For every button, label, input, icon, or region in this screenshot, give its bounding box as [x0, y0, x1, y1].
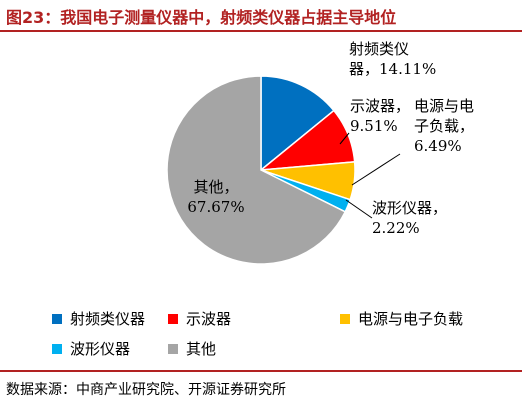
pie-chart: 射频类仪器，14.11% 示波器， 9.51%电源与电子负载， 6.49% 波形仪器， 2… [166, 40, 474, 265]
leader-line-3 [345, 199, 373, 219]
legend-label-3: 波形仪器 [70, 340, 131, 358]
legend-item-1: 示波器 [168, 308, 231, 329]
legend-label-0: 射频类仪器 [70, 310, 146, 328]
legend-label-4: 其他 [186, 340, 217, 358]
legend-swatch-0 [52, 313, 62, 324]
pie-slice-4 [166, 75, 347, 265]
data-label-2: 电源与电子负载， 6.49% [414, 97, 474, 155]
legend-item-4: 其他 [168, 338, 216, 359]
legend-item-0: 射频类仪器 [52, 308, 145, 329]
leader-line-1 [339, 132, 350, 145]
legend-item-3: 波形仪器 [52, 338, 130, 359]
legend-swatch-4 [168, 343, 178, 354]
legend-swatch-1 [168, 313, 178, 324]
data-label-0: 射频类仪器，14.11% [349, 40, 436, 78]
legend-label-1: 示波器 [186, 310, 232, 328]
leader-line-2 [351, 153, 401, 186]
legend-label-2: 电源与电子负载 [358, 310, 464, 328]
legend-swatch-2 [340, 313, 350, 324]
data-label-4: 其他， 67.67% [187, 178, 244, 216]
data-label-3: 波形仪器， 2.22% [372, 199, 447, 237]
footer-rule [0, 370, 522, 372]
data-source-note: 数据来源：中商产业研究院、开源证券研究所 [6, 382, 286, 398]
chart-title: 图23：我国电子测量仪器中，射频类仪器占据主导地位 [6, 8, 397, 27]
chart-legend: 射频类仪器 示波器 电源与电子负载波形仪器 其他 [0, 300, 522, 360]
data-label-1: 示波器， 9.51% [350, 97, 410, 135]
pie-slice-0 [260, 75, 335, 172]
legend-item-2: 电源与电子负载 [340, 308, 463, 329]
title-rule [0, 30, 522, 32]
legend-swatch-3 [52, 343, 62, 354]
